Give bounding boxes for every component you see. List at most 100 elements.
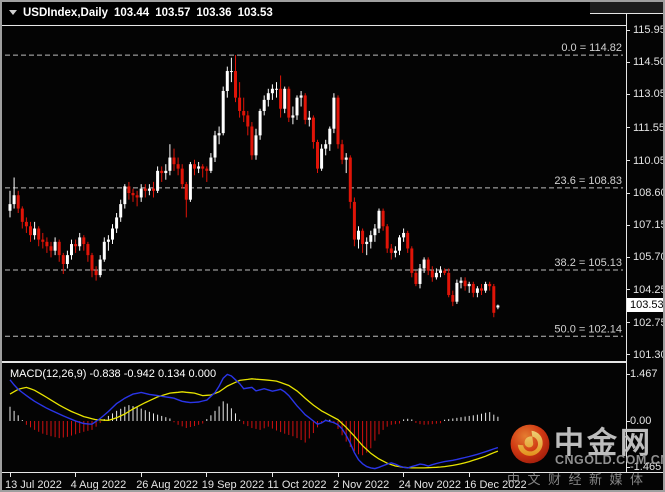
candle-body <box>94 270 98 276</box>
macd-histogram-bar <box>288 421 290 435</box>
candle-body <box>24 221 28 227</box>
candle-body <box>398 237 401 251</box>
candle-body <box>41 239 45 242</box>
price-tick <box>626 256 630 258</box>
quote-low: 103.36 <box>196 7 232 19</box>
candle-body <box>459 280 463 283</box>
chevron-down-icon[interactable] <box>9 10 17 15</box>
candle-body <box>480 288 483 291</box>
price-tick <box>626 160 630 162</box>
macd-histogram-bar <box>276 421 277 431</box>
time-axis-label: 11 Oct 2022 <box>267 479 327 491</box>
macd-indicator-pane[interactable] <box>2 363 626 472</box>
macd-histogram-bar <box>472 415 474 421</box>
candle-body <box>463 280 467 287</box>
candle-body <box>193 164 196 169</box>
candle-body <box>283 88 287 109</box>
fib-label: 23.6 = 108.83 <box>554 175 622 187</box>
candle-body <box>254 135 258 156</box>
macd-histogram-bar <box>79 421 81 434</box>
price-tick <box>626 93 630 95</box>
candle-body <box>139 188 143 198</box>
time-axis-label: 13 Jul 2022 <box>5 479 62 491</box>
macd-histogram-bar <box>75 421 77 435</box>
fib-label: 0.0 = 114.82 <box>561 42 622 54</box>
macd-histogram-bar <box>263 421 265 429</box>
candle-body <box>369 235 373 242</box>
macd-histogram-bar <box>382 421 384 430</box>
macd-tick <box>626 466 630 468</box>
macd-histogram-bar <box>83 421 85 432</box>
macd-histogram-bar <box>132 406 134 421</box>
candle-body <box>492 286 496 313</box>
candle-body <box>147 188 151 191</box>
candle-body <box>221 90 225 134</box>
macd-histogram-bar <box>284 421 286 434</box>
macd-histogram-bar <box>226 403 228 421</box>
candle-body <box>336 97 340 145</box>
macd-histogram-bar <box>95 421 97 427</box>
macd-histogram-bar <box>444 419 446 421</box>
candle-body <box>393 250 397 253</box>
macd-histogram-bar <box>112 413 113 421</box>
macd-histogram-bar <box>423 421 425 425</box>
price-axis-label: 107.15 <box>633 219 665 232</box>
macd-histogram-bar <box>62 421 64 438</box>
macd-histogram-bar <box>185 421 187 428</box>
macd-histogram-bar <box>440 421 441 424</box>
macd-histogram-bar <box>9 406 11 421</box>
macd-signal-line <box>9 378 499 469</box>
quote-high: 103.57 <box>155 7 191 19</box>
time-tick <box>140 473 142 477</box>
price-chart-pane[interactable]: 0.0 = 114.82 23.6 = 108.83 38.2 = 105.13 50… <box>2 27 626 361</box>
macd-histogram-bar <box>136 407 138 421</box>
macd-histogram-bar <box>140 408 142 421</box>
macd-main-line <box>9 373 499 470</box>
candle-body <box>320 148 324 169</box>
macd-histogram-bar <box>194 421 195 427</box>
macd-histogram-bar <box>362 421 364 456</box>
macd-histogram-bar <box>280 421 282 433</box>
candle-body <box>447 272 451 296</box>
price-tick <box>626 127 630 129</box>
candle-body <box>135 195 139 198</box>
candle-body <box>410 248 414 273</box>
candle-body <box>361 230 365 245</box>
macd-histogram-bar <box>34 421 36 430</box>
macd-histogram-bar <box>99 421 101 423</box>
macd-histogram-bar <box>312 421 314 434</box>
candle-body <box>340 144 344 160</box>
candle-body <box>57 241 61 256</box>
candle-body <box>262 99 266 111</box>
candle-body <box>123 186 127 205</box>
candle-body <box>238 97 242 111</box>
candle-body <box>184 184 188 200</box>
macd-histogram-bar <box>493 414 495 421</box>
price-tick <box>626 61 630 63</box>
candle-body <box>348 157 352 202</box>
pane-divider[interactable] <box>2 361 626 363</box>
time-axis-label: 19 Sep 2022 <box>201 479 265 491</box>
candle-body <box>61 255 65 264</box>
macd-histogram-bar <box>181 421 183 427</box>
candle-body <box>168 157 172 171</box>
candle-body <box>439 270 442 273</box>
time-tick <box>206 473 208 477</box>
candle-body <box>385 226 389 249</box>
candle-body <box>12 195 16 205</box>
candle-body <box>160 170 164 174</box>
macd-histogram-bar <box>427 421 429 425</box>
candle-body <box>406 232 410 249</box>
candle-body <box>49 246 53 251</box>
candle-body <box>86 244 90 256</box>
macd-histogram-bar <box>431 421 433 425</box>
quote-bar[interactable]: USDIndex,Daily 103.44 103.57 103.36 103.53 <box>2 2 590 24</box>
macd-histogram-bar <box>202 421 204 424</box>
macd-histogram-bar <box>230 408 232 421</box>
candle-body <box>299 95 303 98</box>
price-tick <box>626 289 630 290</box>
macd-histogram-bar <box>54 421 56 438</box>
macd-histogram-bar <box>144 410 146 421</box>
macd-histogram-bar <box>17 415 19 421</box>
macd-histogram-bar <box>399 421 400 424</box>
